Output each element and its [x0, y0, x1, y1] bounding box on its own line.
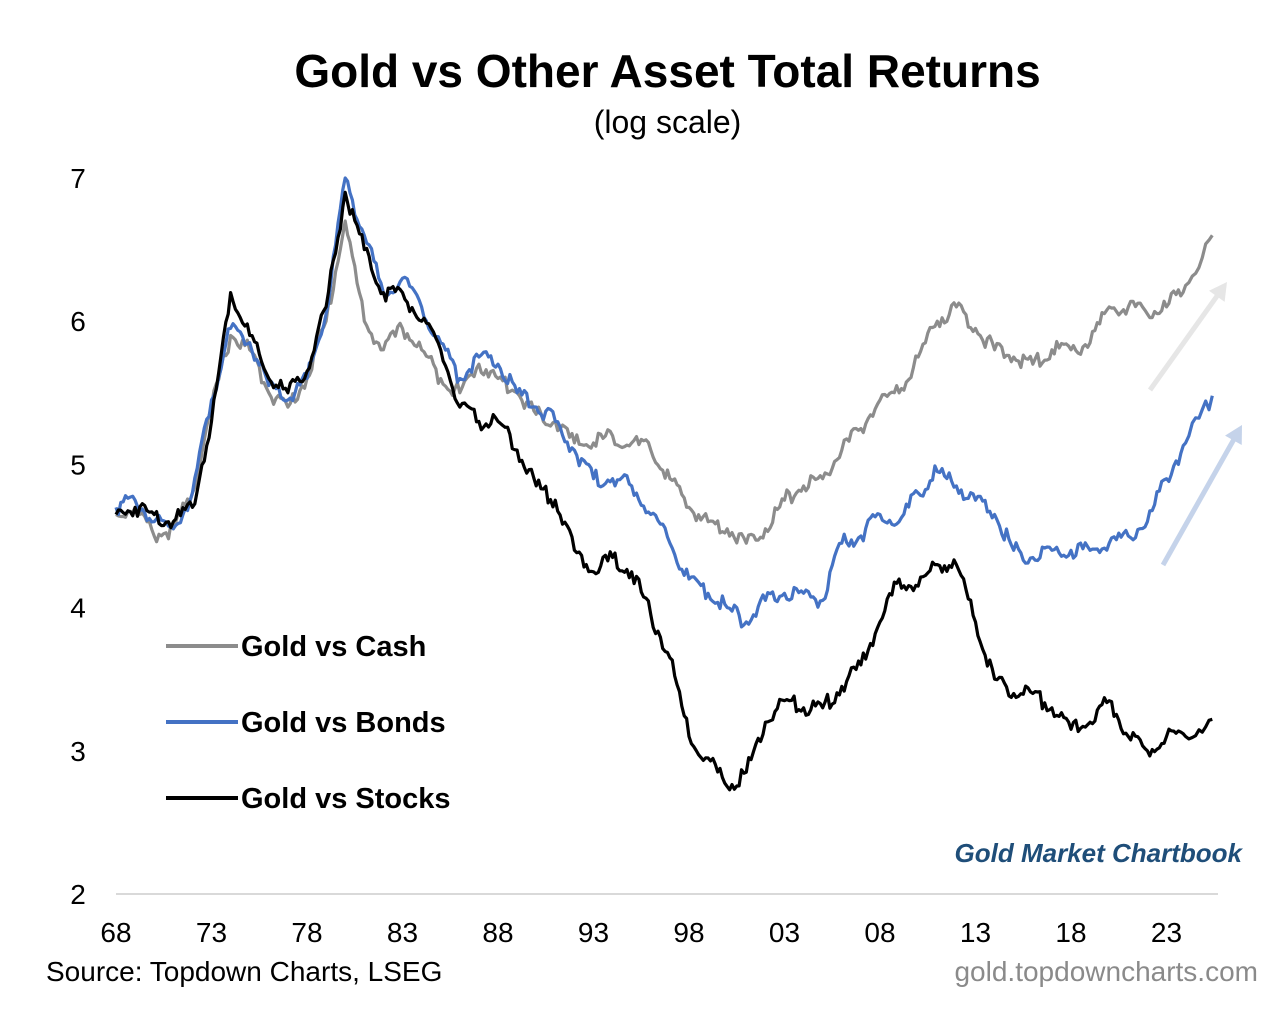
legend: Gold vs Cash Gold vs Bonds Gold vs Stocks: [166, 631, 451, 815]
chart-subtitle: (log scale): [593, 104, 742, 140]
y-tick-label: 4: [70, 593, 86, 624]
y-tick-label: 5: [70, 449, 86, 480]
series-lines: [114, 176, 1214, 792]
series-line-gold-vs-cash: [115, 219, 1214, 545]
y-tick-label: 3: [70, 736, 86, 767]
x-tick-label: 18: [1055, 917, 1086, 948]
arrow-head-icon: [1209, 282, 1227, 302]
trend-arrow-bonds: [1160, 434, 1239, 567]
y-tick-label: 7: [70, 163, 86, 194]
legend-label: Gold vs Stocks: [241, 783, 451, 815]
x-tick-label: 73: [196, 917, 227, 948]
x-tick-label: 13: [960, 917, 991, 948]
y-tick-label: 6: [70, 306, 86, 337]
x-axis: 68 73 78 83 88 93 98 03 08 13 18 23: [100, 917, 1182, 948]
x-tick-label: 88: [482, 917, 513, 948]
arrow-head-icon: [1225, 425, 1242, 445]
y-axis: 2 3 4 5 6 7: [70, 163, 86, 910]
brand-annotation: Gold Market Chartbook: [954, 838, 1242, 868]
x-tick-label: 83: [387, 917, 418, 948]
x-tick-label: 68: [100, 917, 131, 948]
x-tick-label: 08: [864, 917, 895, 948]
site-url[interactable]: gold.topdowncharts.com: [954, 956, 1258, 987]
source-note: Source: Topdown Charts, LSEG: [46, 956, 443, 987]
x-tick-label: 03: [769, 917, 800, 948]
legend-label: Gold vs Cash: [241, 631, 426, 663]
series-line-gold-vs-stocks: [114, 190, 1213, 792]
x-tick-label: 23: [1151, 917, 1182, 948]
series-line-gold-vs-bonds: [114, 176, 1214, 629]
trend-arrow-cash: [1147, 290, 1223, 392]
trend-arrows: [1147, 282, 1242, 567]
y-tick-label: 2: [70, 879, 86, 910]
x-tick-label: 78: [291, 917, 322, 948]
chart-title: Gold vs Other Asset Total Returns: [294, 45, 1041, 97]
legend-label: Gold vs Bonds: [241, 707, 446, 739]
x-tick-label: 98: [673, 917, 704, 948]
x-tick-label: 93: [578, 917, 609, 948]
